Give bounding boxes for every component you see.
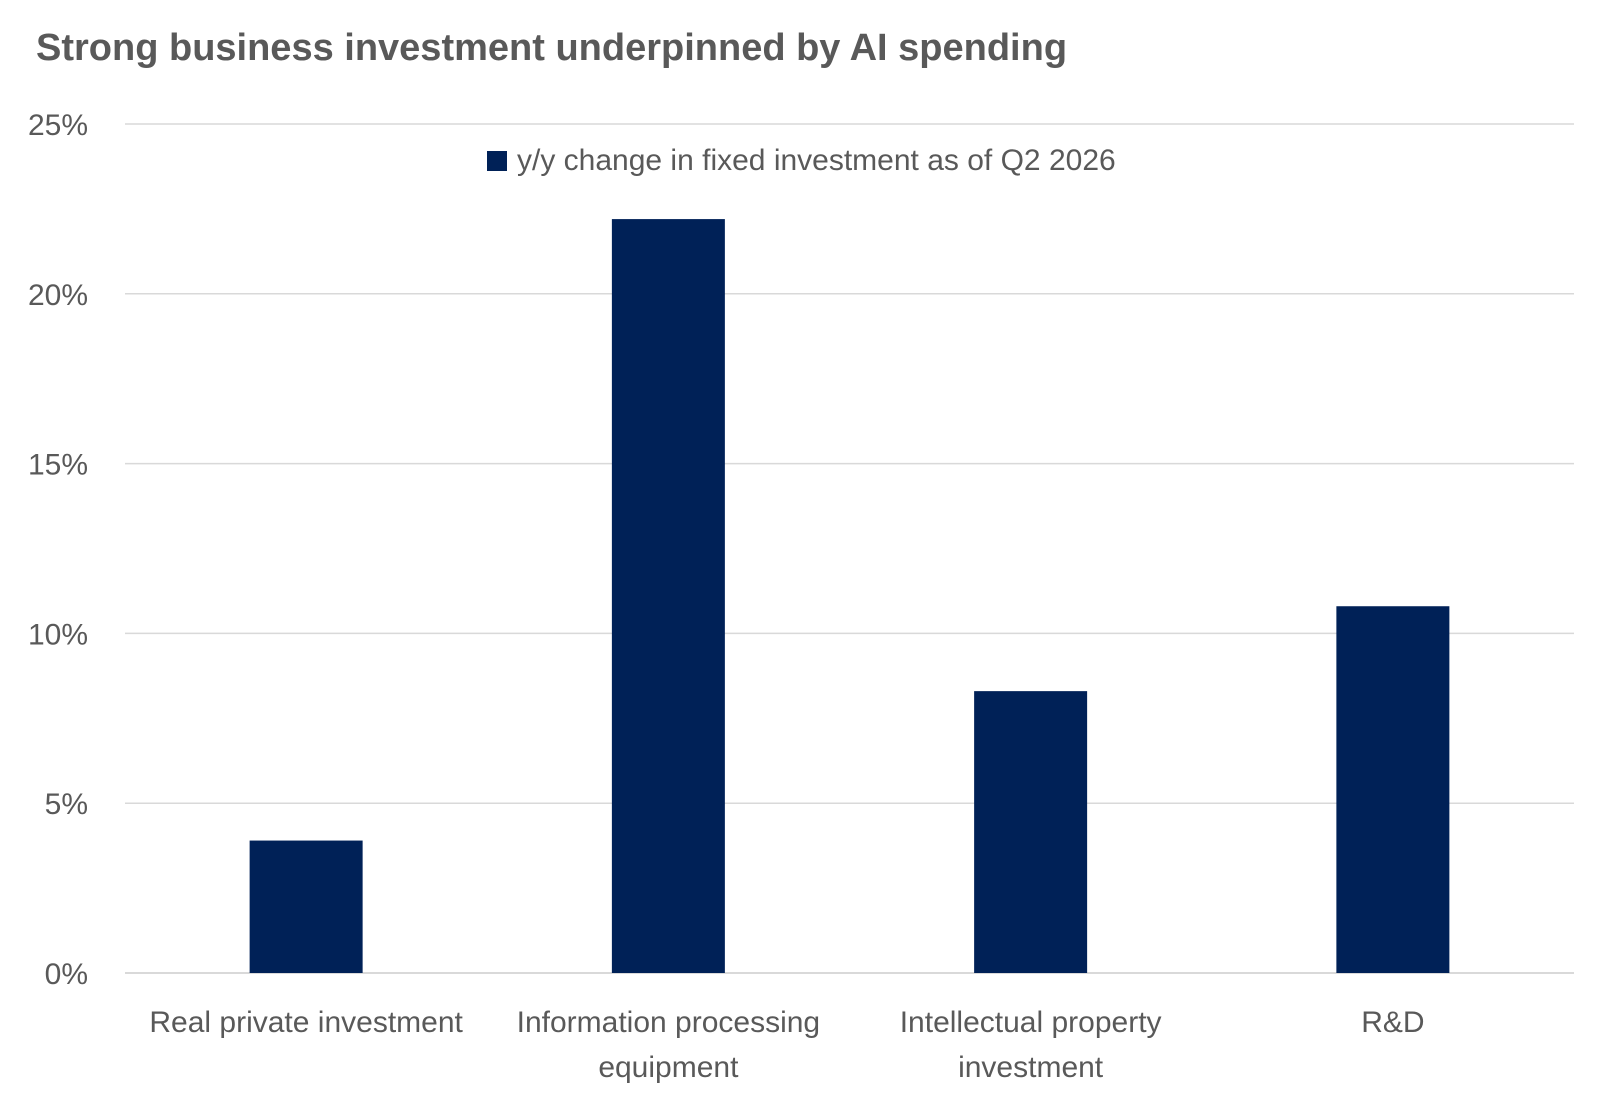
x-tick-label: Information processing: [517, 1006, 821, 1039]
y-tick-label: 25%: [28, 109, 88, 142]
bars: [249, 219, 1450, 973]
y-tick-label: 5%: [45, 788, 88, 821]
x-tick-label: equipment: [598, 1051, 739, 1084]
x-tick-label: investment: [958, 1051, 1104, 1084]
gridlines: [125, 123, 1574, 974]
x-tick-label: Intellectual property: [900, 1006, 1162, 1039]
y-tick-label: 0%: [45, 958, 88, 991]
bar: [974, 691, 1088, 973]
legend-label: y/y change in fixed investment as of Q2 …: [517, 144, 1116, 177]
y-tick-label: 20%: [28, 279, 88, 312]
y-tick-label: 15%: [28, 449, 88, 482]
y-axis: 0% 5% 10% 15% 20% 25%: [28, 109, 88, 991]
legend: y/y change in fixed investment as of Q2 …: [487, 144, 1116, 177]
legend-swatch: [487, 151, 507, 171]
x-tick-label: Real private investment: [149, 1006, 463, 1039]
y-tick-label: 10%: [28, 618, 88, 651]
x-axis: Real private investment Information proce…: [149, 1006, 1424, 1084]
bar: [249, 840, 363, 973]
chart-title: Strong business investment underpinned b…: [36, 27, 1067, 69]
x-tick-label: R&D: [1361, 1006, 1424, 1039]
bar: [611, 219, 725, 973]
bar: [1336, 606, 1450, 973]
